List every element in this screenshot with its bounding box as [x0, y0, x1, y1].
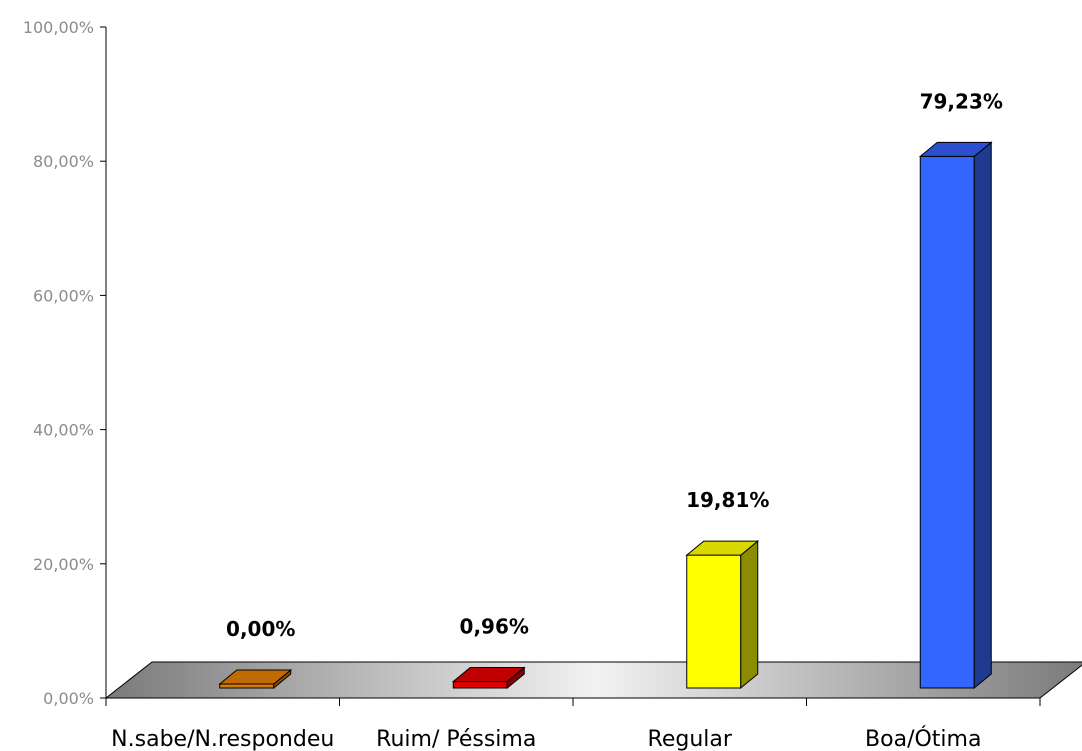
y-tick-label: 80,00% — [33, 152, 94, 171]
data-label: 0,96% — [460, 615, 529, 639]
chart-axes — [100, 26, 1041, 706]
bar-side — [973, 141, 992, 690]
bars — [218, 141, 993, 690]
bar-top — [685, 540, 760, 556]
y-tick-label: 0,00% — [43, 689, 94, 708]
bar-front — [219, 683, 275, 689]
chart-labels: 0,00% 20,00% 40,00% 60,00% 80,00% 100,00% N.sa… — [23, 18, 1003, 751]
data-label: 0,00% — [226, 617, 295, 641]
y-tick-label: 20,00% — [33, 555, 94, 574]
x-tick-label: Boa/Ótima — [865, 726, 981, 751]
bar-top — [451, 667, 526, 683]
bar-top — [218, 669, 293, 685]
bar — [918, 141, 993, 690]
y-tick-label: 100,00% — [23, 18, 94, 37]
bar-top — [918, 141, 993, 157]
bar — [685, 540, 760, 690]
data-label: 19,81% — [686, 488, 769, 512]
x-tick-label: Regular — [648, 727, 733, 751]
data-label: 79,23% — [920, 89, 1003, 113]
y-tick-label: 60,00% — [33, 286, 94, 305]
bar-front — [686, 554, 742, 689]
bar — [218, 668, 293, 690]
bar-side — [740, 540, 759, 690]
x-tick-label: Ruim/ Péssima — [376, 727, 536, 751]
x-tick-label: N.sabe/N.respondeu — [111, 727, 334, 751]
bar — [451, 666, 526, 690]
bar-front — [452, 681, 508, 689]
y-tick-label: 40,00% — [33, 421, 94, 440]
bar-front — [919, 155, 975, 689]
